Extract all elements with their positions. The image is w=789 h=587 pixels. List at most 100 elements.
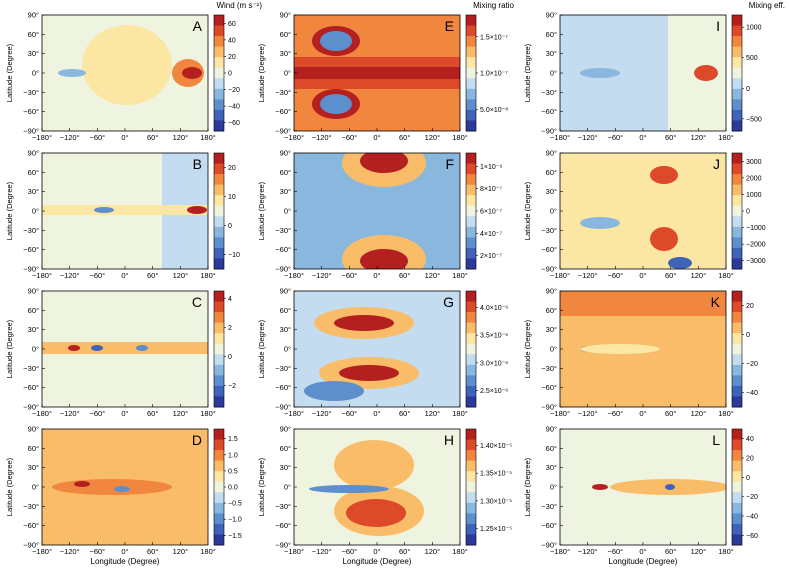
panel-f-region-2 bbox=[360, 153, 408, 173]
panel-k: −180° −120° −60° 0° 60° 120° 180° 90° 60° 30° 0° −3… bbox=[523, 287, 758, 419]
panel-e-xtick-2: −60° bbox=[341, 133, 357, 142]
panel-f-xtick-3: 0° bbox=[373, 271, 380, 280]
panel-b-colorbar-swatch-9 bbox=[214, 247, 224, 259]
panel-a-xtick-3: 0° bbox=[121, 133, 128, 142]
panel-l-ytick-0: 90° bbox=[546, 425, 557, 434]
panel-a-ylabel: Latitude (Degree) bbox=[5, 43, 14, 102]
panel-h-ytick-3: 0° bbox=[284, 483, 291, 492]
panel-i-colorbar-swatch-4 bbox=[732, 57, 742, 69]
panel-c-colorbar-swatch-0 bbox=[214, 291, 224, 303]
panel-j-colorbar-swatch-0 bbox=[732, 153, 742, 165]
panel-i-colorbar-swatch-7 bbox=[732, 88, 742, 100]
panel-h-colorbar-tick-1: 1.35×10⁻⁵ bbox=[480, 471, 512, 478]
panel-l-colorbar-swatch-2 bbox=[732, 450, 742, 462]
panel-j-ytick-3: 0° bbox=[550, 207, 557, 216]
panel-l-region-3 bbox=[665, 484, 675, 490]
panel-j-colorbar-swatch-1 bbox=[732, 163, 742, 175]
panel-b-xtick-1: −120° bbox=[60, 271, 80, 280]
panel-c-colorbar-swatch-6 bbox=[214, 354, 224, 366]
panel-g-ytick-6: −90° bbox=[275, 403, 291, 412]
panel-k-ytick-3: 0° bbox=[550, 345, 557, 354]
panel-a-colorbar-swatch-7 bbox=[214, 88, 224, 100]
panel-c-colorbar-swatch-7 bbox=[214, 364, 224, 376]
panel-e-colorbar-swatch-3 bbox=[466, 46, 476, 58]
panel-j-ytick-6: −90° bbox=[541, 265, 557, 274]
panel-l-colorbar bbox=[731, 428, 743, 546]
panel-l-colorbar-swatch-7 bbox=[732, 502, 742, 514]
panel-f-colorbar-swatch-8 bbox=[466, 237, 476, 249]
panel-e-colorbar-swatch-1 bbox=[466, 25, 476, 37]
panel-j-colorbar-swatch-5 bbox=[732, 205, 742, 217]
panel-k-xtick-6: 180° bbox=[718, 409, 734, 418]
panel-k-colorbar-swatch-1 bbox=[732, 301, 742, 313]
panel-c-ytick-0: 90° bbox=[28, 287, 39, 296]
panel-j-ytick-1: 60° bbox=[546, 168, 557, 177]
panel-e-ytick-1: 60° bbox=[280, 30, 291, 39]
panel-j-xtick-2: −60° bbox=[607, 271, 623, 280]
panel-k-xtick-2: −60° bbox=[607, 409, 623, 418]
panel-k-region-3 bbox=[580, 344, 660, 354]
column-title-mixing-ratio: Mixing ratio bbox=[473, 1, 514, 10]
panel-f-ytick-6: −90° bbox=[275, 265, 291, 274]
panel-j-xtick-5: 120° bbox=[691, 271, 707, 280]
panel-d-colorbar-swatch-9 bbox=[214, 523, 224, 535]
panel-a-colorbar-swatch-6 bbox=[214, 78, 224, 90]
panel-a-letter: A bbox=[193, 18, 203, 34]
panel-f-xtick-4: 60° bbox=[399, 271, 410, 280]
panel-k-ytick-5: −60° bbox=[541, 383, 557, 392]
panel-k-colorbar-swatch-9 bbox=[732, 385, 742, 397]
panel-l-field bbox=[560, 429, 726, 545]
panel-b-ytick-6: −90° bbox=[23, 265, 39, 274]
panel-a-colorbar-tick-1: 40 bbox=[228, 37, 236, 44]
panel-a-xtick-5: 120° bbox=[173, 133, 189, 142]
panel-b-ytick-4: −30° bbox=[23, 226, 39, 235]
panel-d-ytick-3: 0° bbox=[32, 483, 39, 492]
panel-a-field bbox=[42, 15, 208, 131]
panel-l-colorbar-swatch-3 bbox=[732, 460, 742, 472]
panel-d-ytick-1: 60° bbox=[28, 444, 39, 453]
panel-b-colorbar-swatch-10 bbox=[214, 258, 224, 270]
panel-a-ytick-5: −60° bbox=[23, 107, 39, 116]
panel-i-ytick-0: 90° bbox=[546, 11, 557, 20]
panel-f-xtick-1: −120° bbox=[312, 271, 332, 280]
panel-f-ytick-1: 60° bbox=[280, 168, 291, 177]
panel-b-ytick-0: 90° bbox=[28, 149, 39, 158]
panel-j-region-3 bbox=[668, 257, 692, 269]
panel-b-field bbox=[42, 153, 208, 269]
panel-k-colorbar-swatch-3 bbox=[732, 322, 742, 334]
panel-j-colorbar-tick-6: −3000 bbox=[746, 258, 766, 265]
panel-d-xtick-0: −180° bbox=[32, 547, 52, 556]
panel-k-colorbar-tick-3: −40 bbox=[746, 390, 758, 397]
panel-k-colorbar-swatch-10 bbox=[732, 396, 742, 408]
panel-i-colorbar bbox=[731, 14, 743, 132]
panel-d-xlabel: Longitude (Degree) bbox=[91, 557, 160, 566]
panel-e-region-4 bbox=[320, 31, 352, 51]
panel-i-xtick-1: −120° bbox=[578, 133, 598, 142]
panel-c-xtick-2: −60° bbox=[89, 409, 105, 418]
panel-c-ytick-6: −90° bbox=[23, 403, 39, 412]
panel-l-ytick-1: 60° bbox=[546, 444, 557, 453]
panel-k-ytick-4: −30° bbox=[541, 364, 557, 373]
panel-j-xtick-1: −120° bbox=[578, 271, 598, 280]
panel-b-xtick-6: 180° bbox=[200, 271, 216, 280]
panel-l-colorbar-swatch-0 bbox=[732, 429, 742, 441]
panel-f-colorbar-tick-0: 1×10⁻⁶ bbox=[480, 164, 502, 171]
panel-h-letter: H bbox=[444, 432, 454, 448]
panel-i-colorbar-swatch-8 bbox=[732, 99, 742, 111]
panel-d-ytick-0: 90° bbox=[28, 425, 39, 434]
panel-d-colorbar-swatch-4 bbox=[214, 471, 224, 483]
panel-g-colorbar-tick-0: 4.0×10⁻⁶ bbox=[480, 305, 508, 312]
panel-e-colorbar-tick-2: 5.0×10⁻⁸ bbox=[480, 107, 508, 114]
panel-i-field bbox=[560, 15, 726, 131]
panel-a-ytick-2: 30° bbox=[28, 49, 39, 58]
panel-l-xtick-4: 60° bbox=[665, 547, 676, 556]
panel-d-colorbar-swatch-1 bbox=[214, 439, 224, 451]
panel-b-colorbar-swatch-6 bbox=[214, 216, 224, 228]
panel-g-ytick-1: 60° bbox=[280, 306, 291, 315]
panel-g-region-2 bbox=[334, 315, 394, 331]
panel-a-xtick-0: −180° bbox=[32, 133, 52, 142]
panel-k-ytick-1: 60° bbox=[546, 306, 557, 315]
panel-f-ytick-2: 30° bbox=[280, 187, 291, 196]
panel-h-colorbar-swatch-0 bbox=[466, 429, 476, 441]
